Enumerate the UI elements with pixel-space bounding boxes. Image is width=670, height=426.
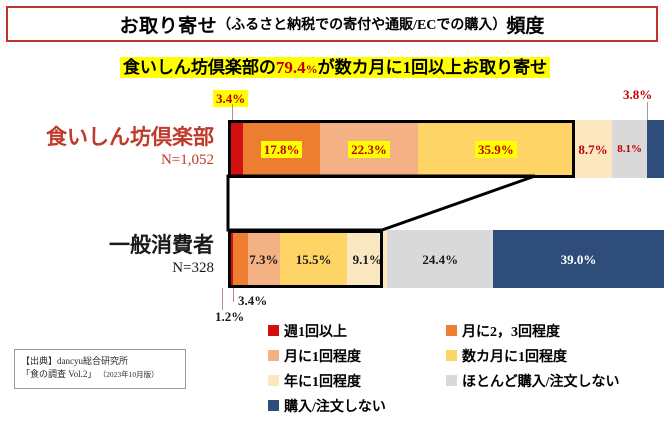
source-line-2-date: （2023年10月版） <box>98 370 159 380</box>
source-line-2: 「食の調査 Vol.2」 <box>21 369 97 380</box>
subtitle-highlight-band: 食いしん坊倶楽部の79.4%が数カ月に1回以上お取り寄せ <box>119 57 551 78</box>
title-tail-text: 頻度 <box>506 15 545 37</box>
legend-swatch-monthly-2-3-icon <box>446 325 457 336</box>
subtitle-highlight: 食いしん坊倶楽部の79.4%が数カ月に1回以上お取り寄せ <box>0 53 670 78</box>
legend-label-almost-never: ほとんど購入/注文しない <box>462 374 620 390</box>
subtitle-before-text: 食いしん坊倶楽部の <box>122 58 276 77</box>
category-label-general-consumer: 一般消費者 N=328 <box>18 233 214 276</box>
legend-item-monthly-1[interactable]: 月に1回程度 <box>268 346 446 366</box>
legend-item-monthly-2-3[interactable]: 月に2，3回程度 <box>446 321 664 341</box>
bar-b-label-yearly: 9.1% <box>352 251 382 267</box>
category-label-gourmet-club: 食いしん坊倶楽部 N=1,052 <box>18 125 214 168</box>
category-n-b: N=328 <box>172 259 214 276</box>
bar-a-segment-monthly-1[interactable]: 22.3% <box>320 120 418 178</box>
bar-a-label-several-months: 35.9% <box>474 140 517 158</box>
stacked-bar-gourmet-club[interactable]: 17.8% 22.3% 35.9% 8.7% 8.1% <box>228 120 664 178</box>
legend-swatch-almost-never-icon <box>446 375 457 386</box>
callout-b-weekly-value: 1.2% <box>215 309 245 324</box>
subtitle-percent-sign: % <box>305 62 318 76</box>
bar-a-segment-monthly-2-3[interactable]: 17.8% <box>242 120 321 178</box>
bar-a-segment-almost-never[interactable]: 8.1% <box>611 120 648 178</box>
source-line-1: 【出典】dancyu総合研究所 <box>21 356 128 366</box>
legend-label-several-months: 数カ月に1回程度 <box>462 349 567 365</box>
category-name-b: 一般消費者 <box>109 233 214 257</box>
legend-swatch-never-icon <box>268 400 279 411</box>
bar-b-segment-almost-never[interactable]: 24.4% <box>387 230 494 288</box>
legend-swatch-yearly-icon <box>268 375 279 386</box>
callout-a-never-value: 3.8% <box>623 87 653 102</box>
legend-item-yearly[interactable]: 年に1回程度 <box>268 371 446 391</box>
source-citation-box: 【出典】dancyu総合研究所 「食の調査 Vol.2」 （2023年10月版） <box>14 349 186 389</box>
bar-a-label-monthly-2-3: 17.8% <box>260 140 303 158</box>
bar-b-segment-monthly-2-3[interactable] <box>233 230 248 288</box>
bar-b-label-almost-never: 24.4% <box>422 251 459 267</box>
callout-b-monthly-2-3-value: 3.4% <box>238 293 268 308</box>
bar-b-segment-never[interactable]: 39.0% <box>493 230 664 288</box>
callout-a-never-leader <box>647 102 648 120</box>
legend-label-yearly: 年に1回程度 <box>284 374 361 390</box>
callout-b-monthly-2-3-leader <box>233 288 234 302</box>
legend-swatch-several-months-icon <box>446 350 457 361</box>
bar-a-segment-never[interactable] <box>647 120 664 178</box>
callout-a-weekly-value: 3.4% <box>213 90 249 107</box>
bar-a-label-monthly-1: 22.3% <box>348 140 390 158</box>
category-name-a: 食いしん坊倶楽部 <box>46 125 214 149</box>
bar-b-label-never: 39.0% <box>560 251 597 267</box>
legend-swatch-monthly-1-icon <box>268 350 279 361</box>
bar-a-segment-weekly[interactable] <box>228 120 243 178</box>
bar-b-label-monthly-1: 7.3% <box>249 251 279 267</box>
category-n-a: N=1,052 <box>160 151 214 168</box>
bar-b-segment-monthly-1[interactable]: 7.3% <box>247 230 280 288</box>
legend-label-never: 購入/注文しない <box>284 399 386 415</box>
chart-legend: 週1回以上 月に2，3回程度 月に1回程度 数カ月に1回程度 年に1回程度 ほと… <box>268 318 664 418</box>
bar-b-label-several-months: 15.5% <box>295 251 332 267</box>
legend-item-never[interactable]: 購入/注文しない <box>268 396 446 416</box>
title-paren-text: （ふるさと納税での寄付や通販/ECでの購入） <box>217 18 507 33</box>
callout-b-weekly-leader <box>222 288 223 310</box>
bar-b-segment-several-months[interactable]: 15.5% <box>279 230 348 288</box>
bar-a-segment-several-months[interactable]: 35.9% <box>417 120 575 178</box>
callout-a-weekly-leader <box>232 104 233 120</box>
bar-a-label-yearly: 8.7% <box>578 141 608 157</box>
legend-swatch-weekly-icon <box>268 325 279 336</box>
source-line-2-wrap: 「食の調査 Vol.2」 （2023年10月版） <box>21 368 179 381</box>
legend-label-weekly: 週1回以上 <box>284 324 347 340</box>
legend-item-almost-never[interactable]: ほとんど購入/注文しない <box>446 371 664 391</box>
legend-label-monthly-1: 月に1回程度 <box>284 349 361 365</box>
legend-item-weekly[interactable]: 週1回以上 <box>268 321 446 341</box>
subtitle-after-text: が数カ月に1回以上お取り寄せ <box>317 58 548 77</box>
bar-a-label-almost-never: 8.1% <box>617 142 642 155</box>
title-main-text: お取り寄せ <box>119 15 218 37</box>
legend-label-monthly-2-3: 月に2，3回程度 <box>462 324 560 340</box>
subtitle-percent-value: 79.4 <box>275 58 306 77</box>
bar-a-segment-yearly[interactable]: 8.7% <box>574 120 612 178</box>
stacked-bar-general-consumer[interactable]: 7.3% 15.5% 9.1% 24.4% 39.0% <box>228 230 664 288</box>
legend-item-several-months[interactable]: 数カ月に1回程度 <box>446 346 664 366</box>
